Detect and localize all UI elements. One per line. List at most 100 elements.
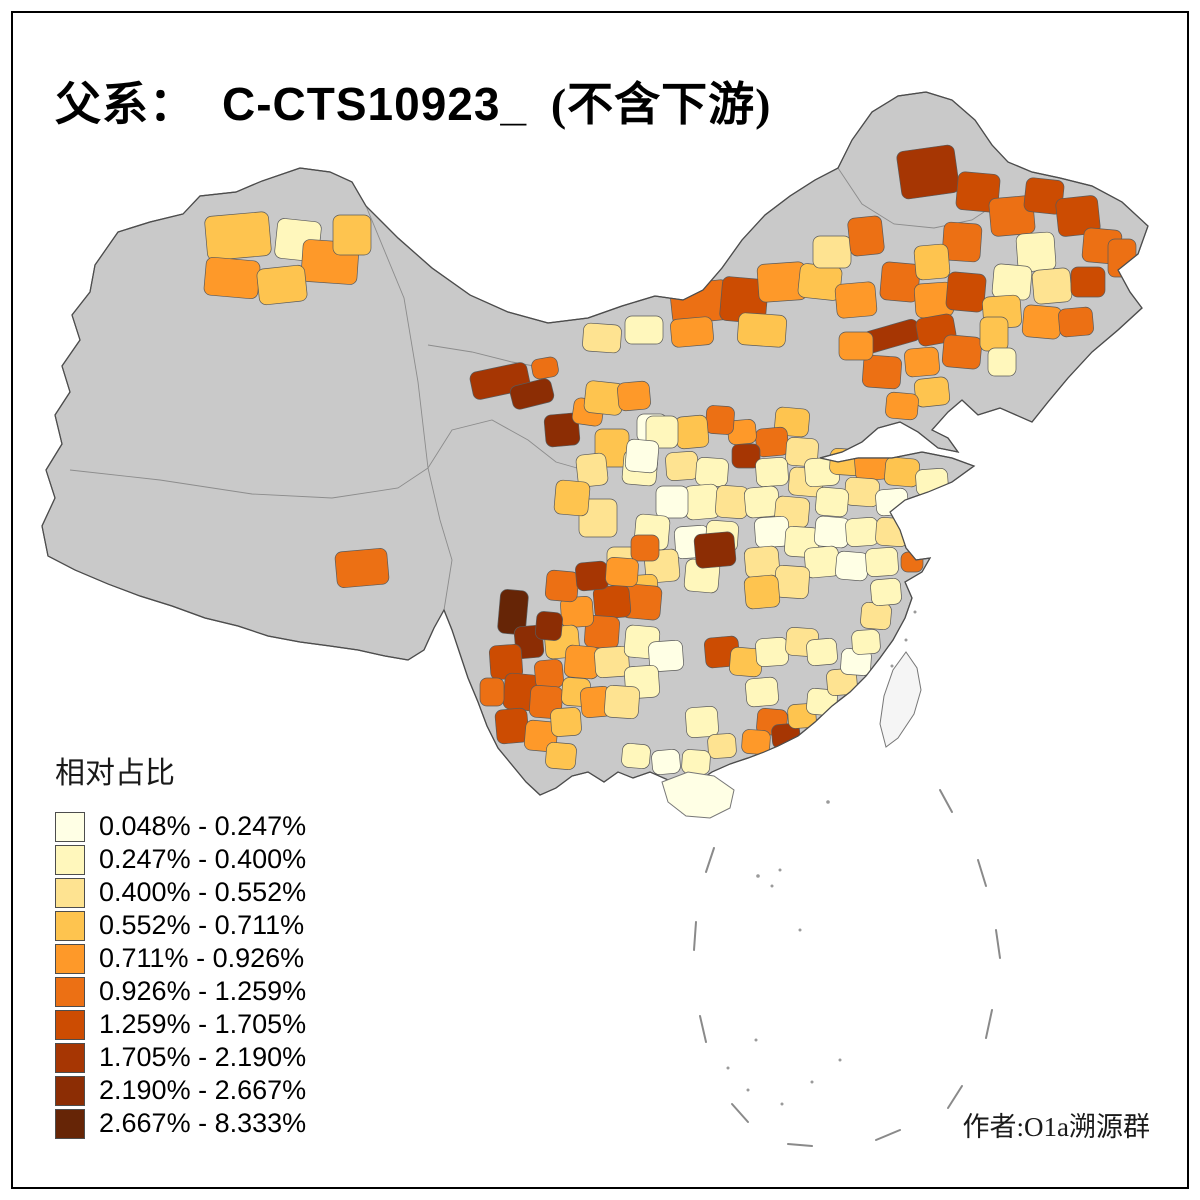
prefecture-region-cell [695,457,729,487]
prefecture-region-cell [693,531,737,569]
prefecture-region-cell [534,659,564,689]
legend-item-6: 1.259% - 1.705% [55,1008,306,1041]
legend-color-swatch [55,910,85,941]
prefecture-region-cell [575,452,609,488]
prefecture-region-cell [870,577,902,607]
legend-item-0: 0.048% - 0.247% [55,810,306,843]
prefecture-region-cell [648,639,684,673]
prefecture-region-cell [875,487,909,517]
prefecture-region-cell [256,264,308,306]
legend-range-label: 2.667% - 8.333% [99,1108,307,1138]
map-legend: 相对占比 0.048% - 0.247% 0.247% - 0.400% 0.400… [55,748,306,1140]
legend-range-label: 1.259% - 1.705% [99,1009,307,1039]
author-credit: 作者:O1a溯源群 [962,1112,1150,1142]
prefecture-region-cell [988,195,1036,237]
legend-item-3: 0.552% - 0.711% [55,909,306,942]
legend-title: 相对占比 [55,757,175,790]
prefecture-region-cell [550,707,582,737]
legend-color-swatch [55,1108,85,1139]
prefecture-region-cell [737,312,787,348]
prefecture-region-cell [334,548,390,588]
prefecture-region-cell [879,261,921,303]
prefecture-region-cell [655,485,689,519]
legend-color-swatch [55,877,85,908]
prefecture-region-cell [605,557,639,587]
prefecture-region-cell [332,214,372,256]
legend-range-label: 0.048% - 0.247% [99,811,307,841]
prefecture-region-cell [203,256,261,300]
prefecture-region-cell [743,574,781,610]
prefecture-region-cell [844,476,880,508]
prefecture-region-cell [651,749,681,775]
prefecture-region-cell [1031,267,1073,305]
prefecture-region-cell [896,144,960,200]
legend-range-label: 0.926% - 1.259% [99,976,307,1006]
prefecture-region-cell [941,334,983,370]
prefecture-region-cell [913,243,951,281]
prefecture-region-cell [509,378,555,410]
prefecture-region-cell [715,485,749,519]
title-lineage-label: 父系： [55,78,196,130]
prefecture-region-cell [683,483,721,521]
legend-color-swatch [55,844,85,875]
prefecture-region-cell [885,391,919,421]
legend-range-label: 2.190% - 2.667% [99,1075,307,1105]
prefecture-region-cell [945,271,987,313]
taiwan-island [879,651,922,748]
prefecture-region-cell [204,211,272,261]
prefecture-region-cell [645,415,679,449]
legend-color-swatch [55,1009,85,1040]
prefecture-region-cell [665,451,699,481]
prefecture-region-cell [1021,304,1063,340]
prefecture-region-cell [955,171,1001,213]
prefecture-region-cell [913,376,951,408]
prefecture-region-cell [578,498,618,538]
prefecture-region-cell [941,221,983,263]
prefecture-region-cell [624,438,660,474]
prefecture-region-cell [1070,266,1106,298]
prefecture-region-cell [979,316,1009,352]
prefecture-region-cell [604,684,640,720]
prefecture-region-cell [755,457,789,487]
legend-range-label: 0.711% - 0.926% [99,943,305,973]
prefecture-region-cell [594,645,630,679]
prefecture-region-cell [904,346,940,378]
legend-range-label: 0.247% - 0.400% [99,844,307,874]
legend-item-5: 0.926% - 1.259% [55,975,306,1008]
title-qualifier: (不含下游) [550,78,772,130]
prefecture-region-cell [630,534,660,562]
legend-color-swatch [55,976,85,1007]
legend-item-9: 2.667% - 8.333% [55,1107,306,1140]
prefecture-region-cell [685,706,719,738]
prefecture-region-cell [865,547,899,577]
prefecture-region-cell [915,468,949,496]
prefecture-region-cell [543,412,581,448]
prefecture-region-cell [851,629,881,655]
choropleth-cells-layer [203,144,1137,775]
prefecture-region-cell [670,316,714,348]
prefecture-region-cell [835,550,869,582]
prefecture-region-cell [838,331,874,361]
legend-item-1: 0.247% - 0.400% [55,843,306,876]
prefecture-region-cell [860,601,892,631]
prefecture-region-cell [847,215,885,257]
prefecture-region-cell [479,677,505,707]
prefecture-region-cell [745,676,779,708]
prefecture-region-cell [681,749,711,775]
prefecture-region-cell [813,515,851,549]
legend-rows: 0.048% - 0.247% 0.247% - 0.400% 0.400% - 0… [55,810,306,1140]
legend-range-label: 0.552% - 0.711% [99,910,305,940]
legend-range-label: 0.400% - 0.552% [99,877,307,907]
prefecture-region-cell [812,235,852,269]
prefecture-region-cell [545,741,577,771]
prefecture-region-cell [806,637,838,667]
hainan-island [661,771,735,819]
prefecture-region-cell [1058,306,1094,338]
prefecture-region-cell [741,729,771,755]
sea-islands [726,610,917,1106]
prefecture-region-cell [1107,238,1137,278]
prefecture-region-cell [815,486,849,518]
legend-item-8: 2.190% - 2.667% [55,1074,306,1107]
prefecture-region-cell [845,517,879,547]
